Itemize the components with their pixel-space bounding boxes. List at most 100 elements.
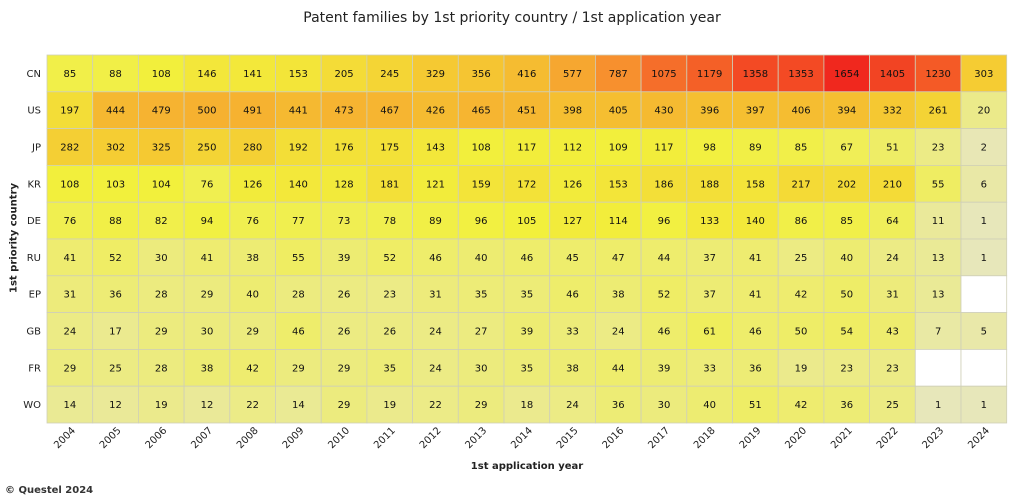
cell-value-label: 64 [886, 216, 899, 227]
cell-value-label: 146 [197, 69, 216, 80]
heatmap-cell [457, 312, 505, 350]
cell-value-label: 20 [977, 106, 990, 117]
heatmap-cell [183, 164, 231, 203]
heatmap-cell [366, 128, 413, 166]
heatmap-cell [137, 275, 185, 313]
cell-value-label: 103 [106, 179, 125, 190]
heatmap-cell [457, 348, 505, 387]
x-tick-label: 2015 [555, 425, 581, 451]
heatmap-cell [549, 54, 596, 93]
cell-value-label: 1230 [925, 69, 950, 80]
heatmap-cell [275, 348, 322, 387]
heatmap-cell [960, 128, 1008, 166]
heatmap-cell [777, 385, 825, 424]
y-tick-label: US [27, 106, 41, 117]
cell-value-label: 36 [840, 400, 853, 411]
cell-value-label: 55 [292, 253, 305, 264]
cell-value-label: 78 [383, 216, 396, 227]
heatmap-cell [595, 201, 642, 240]
cell-value-label: 1358 [743, 69, 768, 80]
cell-value-label: 210 [883, 179, 902, 190]
x-tick-label: 2005 [98, 425, 124, 451]
x-tick-label: 2019 [738, 425, 764, 451]
cell-value-label: 35 [475, 290, 488, 301]
cell-value-label: 31 [429, 290, 442, 301]
cell-value-label: 394 [837, 106, 856, 117]
cell-value-label: 280 [243, 143, 262, 154]
heatmap-cell [275, 164, 322, 203]
heatmap-cell [960, 312, 1008, 350]
cell-value-label: 24 [566, 400, 579, 411]
cell-value-label: 29 [246, 327, 259, 338]
cell-value-label: 202 [837, 179, 856, 190]
heatmap-cell [229, 201, 276, 240]
y-tick-label: FR [28, 363, 41, 374]
heatmap-cell [503, 91, 551, 130]
cell-value-label: 104 [152, 179, 171, 190]
cell-value-label: 205 [335, 69, 354, 80]
cell-value-label: 42 [795, 290, 808, 301]
heatmap-cell [229, 385, 276, 424]
cell-value-label: 25 [795, 253, 808, 264]
cell-value-label: 38 [201, 363, 214, 374]
cell-value-label: 451 [517, 106, 536, 117]
cell-value-label: 41 [63, 253, 76, 264]
cell-value-label: 98 [703, 143, 716, 154]
cell-value-label: 23 [932, 143, 945, 154]
cell-value-label: 31 [63, 290, 76, 301]
heatmap-cell [640, 312, 688, 350]
cell-value-label: 1 [981, 216, 987, 227]
cell-value-label: 17 [109, 327, 122, 338]
x-tick-label: 2012 [418, 425, 444, 451]
heatmap-cell [960, 385, 1008, 424]
heatmap-cell [457, 201, 505, 240]
x-tick-label: 2006 [144, 425, 170, 451]
heatmap-cell [823, 91, 871, 130]
cell-value-label: 126 [563, 179, 582, 190]
cell-value-label: 186 [654, 179, 673, 190]
cell-value-label: 329 [426, 69, 445, 80]
cell-value-label: 12 [109, 400, 122, 411]
heatmap-cell [412, 385, 459, 424]
cell-value-label: 117 [654, 143, 673, 154]
heatmap-cell [777, 91, 825, 130]
cell-value-label: 479 [152, 106, 171, 117]
cell-value-label: 36 [749, 363, 762, 374]
heatmap-cell [640, 164, 688, 203]
heatmap-cell [960, 91, 1008, 130]
cell-value-label: 35 [383, 363, 396, 374]
heatmap-cell [183, 385, 231, 424]
heatmap-cell [457, 164, 505, 203]
cell-value-label: 44 [612, 363, 625, 374]
cell-value-label: 416 [517, 69, 536, 80]
cell-value-label: 96 [475, 216, 488, 227]
heatmap-cell [686, 238, 733, 277]
heatmap-cell [732, 91, 779, 130]
cell-value-label: 35 [520, 363, 533, 374]
cell-value-label: 153 [289, 69, 308, 80]
cell-value-label: 19 [795, 363, 808, 374]
heatmap-cell [92, 385, 139, 424]
cell-value-label: 44 [658, 253, 671, 264]
heatmap-cell [640, 348, 688, 387]
cell-value-label: 40 [475, 253, 488, 264]
heatmap-cell [549, 128, 596, 166]
cell-value-label: 127 [563, 216, 582, 227]
cell-value-label: 396 [700, 106, 719, 117]
cell-value-label: 24 [429, 327, 442, 338]
cell-value-label: 1179 [697, 69, 722, 80]
cell-value-label: 121 [426, 179, 445, 190]
heatmap-cell [549, 91, 596, 130]
heatmap-cell [914, 128, 962, 166]
cell-value-label: 282 [60, 143, 79, 154]
cell-value-label: 31 [886, 290, 899, 301]
cell-value-label: 22 [429, 400, 442, 411]
cell-value-label: 29 [155, 327, 168, 338]
cell-value-label: 39 [658, 363, 671, 374]
heatmap-cell [229, 54, 276, 93]
cell-value-label: 23 [886, 363, 899, 374]
heatmap-cell [412, 348, 459, 387]
cell-value-label: 36 [612, 400, 625, 411]
x-tick-label: 2007 [189, 425, 215, 451]
